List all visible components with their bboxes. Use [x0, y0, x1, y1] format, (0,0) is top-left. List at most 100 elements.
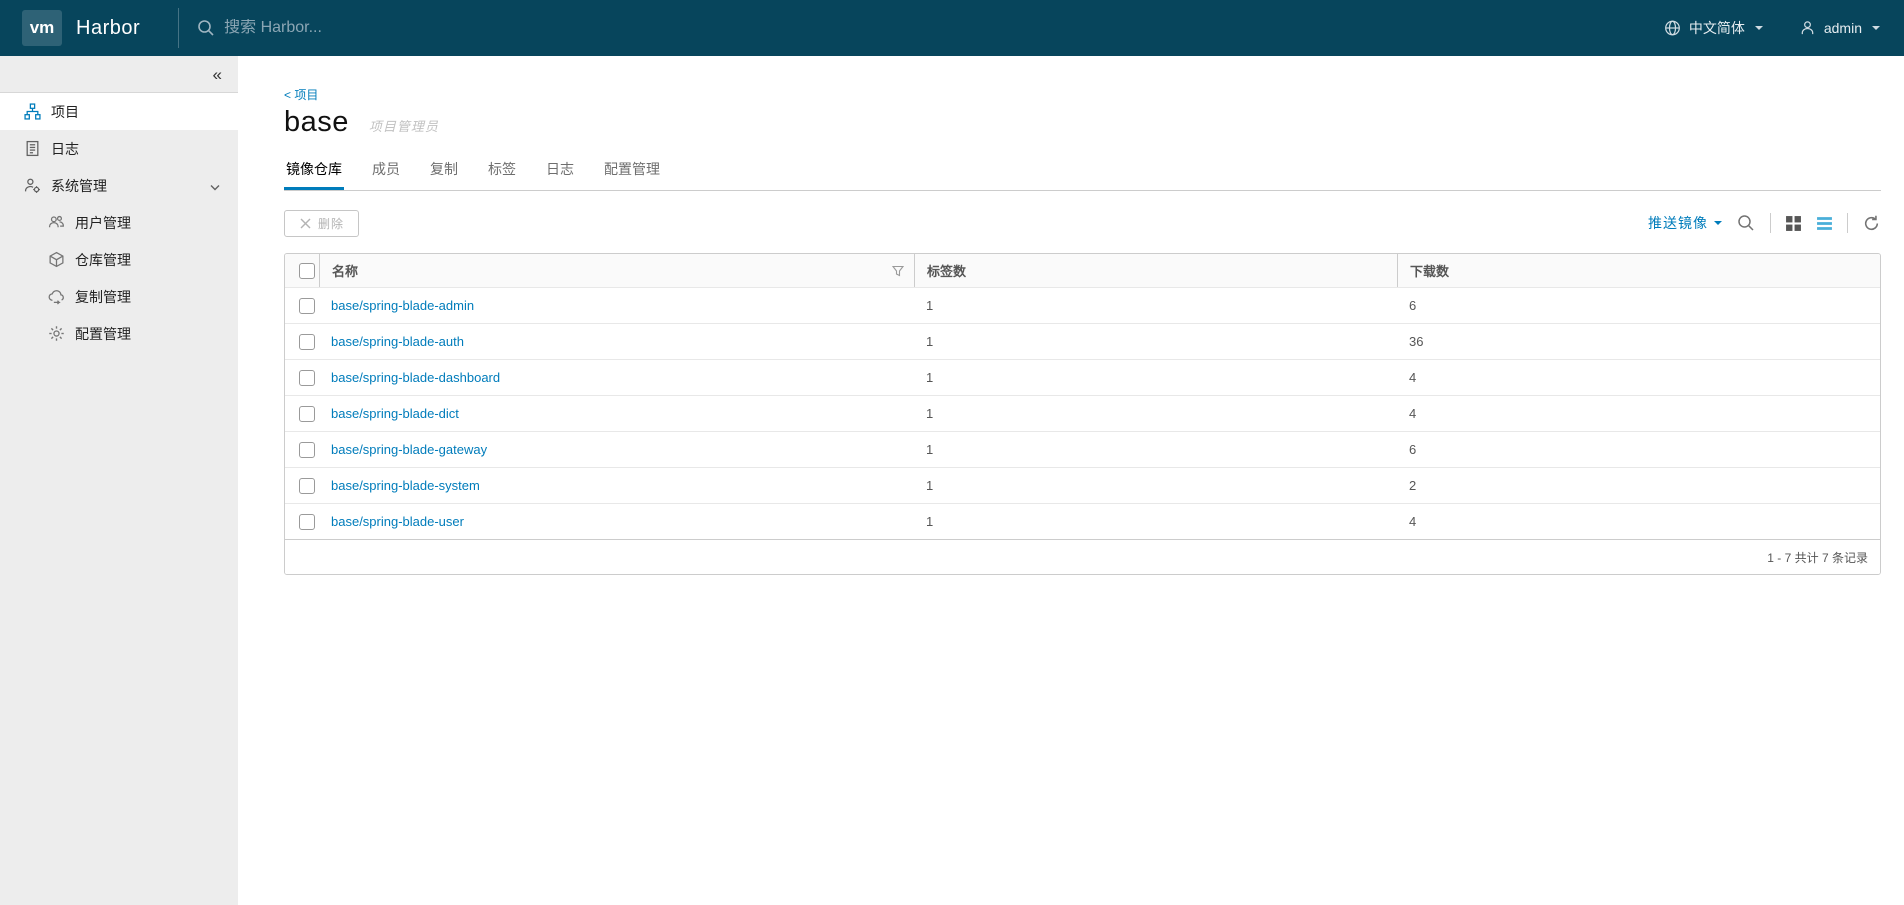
title-row: base 项目管理员: [284, 106, 1881, 139]
search-repositories-icon[interactable]: [1736, 213, 1756, 233]
page-title: base: [284, 106, 349, 138]
header-checkbox-cell: [285, 254, 319, 287]
sidebar-item-label: 用户管理: [75, 214, 131, 231]
sidebar: « 项目 日志 系统管理: [0, 56, 238, 905]
row-checkbox[interactable]: [299, 333, 315, 350]
sidebar-item-user-management[interactable]: 用户管理: [0, 204, 238, 241]
language-selector[interactable]: 中文简体: [1664, 18, 1763, 38]
repository-link[interactable]: base/spring-blade-dashboard: [331, 370, 501, 385]
replication-cloud-icon: [48, 288, 65, 305]
administration-icon: [24, 177, 41, 194]
sidebar-item-projects[interactable]: 项目: [0, 93, 238, 130]
filter-icon[interactable]: [892, 265, 904, 277]
pulls-count: 4: [1409, 370, 1417, 385]
table-row: base/spring-blade-admin 1 6: [285, 287, 1880, 323]
table-row: base/spring-blade-system 1 2: [285, 467, 1880, 503]
column-tags-label: 标签数: [927, 264, 967, 279]
sidebar-item-label: 仓库管理: [75, 251, 131, 268]
column-header-tags: 标签数: [914, 254, 1397, 287]
repository-link[interactable]: base/spring-blade-gateway: [331, 442, 488, 457]
search-input[interactable]: [224, 19, 645, 37]
sidebar-item-label: 项目: [51, 103, 79, 120]
search-icon: [197, 20, 214, 37]
header-divider: [178, 8, 180, 48]
sidebar-item-configuration[interactable]: 配置管理: [0, 315, 238, 352]
sidebar-item-administration[interactable]: 系统管理: [0, 167, 238, 204]
row-checkbox-cell: [285, 477, 319, 494]
row-checkbox[interactable]: [299, 369, 315, 386]
repository-link[interactable]: base/spring-blade-admin: [331, 298, 475, 313]
delete-button[interactable]: 删除: [284, 209, 360, 237]
sidebar-item-registry-management[interactable]: 仓库管理: [0, 241, 238, 278]
repository-link[interactable]: base/spring-blade-auth: [331, 334, 464, 349]
collapse-sidebar-icon[interactable]: «: [212, 64, 222, 84]
chevron-down-icon: [210, 178, 220, 194]
x-icon: [299, 217, 311, 229]
tab-repositories[interactable]: 镜像仓库: [284, 153, 344, 190]
breadcrumb-projects-link[interactable]: < 项目: [284, 88, 319, 102]
row-checkbox-cell: [285, 405, 319, 422]
tab-logs[interactable]: 日志: [546, 161, 574, 177]
global-search: [197, 19, 1664, 37]
column-header-pulls: 下载数: [1397, 254, 1880, 287]
tab-members[interactable]: 成员: [372, 161, 400, 177]
language-label: 中文简体: [1688, 20, 1745, 36]
project-tabs: 镜像仓库 成员 复制 标签 日志 配置管理: [284, 153, 1881, 191]
row-checkbox[interactable]: [299, 477, 315, 494]
tags-count: 1: [926, 478, 934, 493]
toolbar-divider: [1770, 213, 1771, 233]
repository-link[interactable]: base/spring-blade-dict: [331, 406, 459, 421]
row-checkbox-cell: [285, 333, 319, 350]
table-row: base/spring-blade-gateway 1 6: [285, 431, 1880, 467]
row-checkbox-cell: [285, 513, 319, 530]
tags-count: 1: [926, 514, 934, 529]
sidebar-item-label: 配置管理: [75, 325, 131, 342]
main-content: < 项目 base 项目管理员 镜像仓库 成员 复制 标签 日志 配置管理 删除: [238, 56, 1904, 905]
users-icon: [48, 214, 65, 231]
delete-button-label: 删除: [318, 216, 345, 231]
list-view-icon[interactable]: [1816, 215, 1833, 232]
app-title: Harbor: [76, 16, 141, 39]
tags-count: 1: [926, 334, 934, 349]
row-checkbox[interactable]: [299, 405, 315, 422]
repository-link[interactable]: base/spring-blade-system: [331, 478, 480, 493]
row-checkbox-cell: [285, 369, 319, 386]
push-image-dropdown[interactable]: 推送镜像: [1648, 213, 1722, 233]
sidebar-item-label: 日志: [51, 140, 79, 157]
select-all-checkbox[interactable]: [299, 262, 315, 279]
card-view-icon[interactable]: [1785, 215, 1802, 232]
pulls-count: 6: [1409, 442, 1417, 457]
user-menu[interactable]: admin: [1799, 20, 1880, 37]
sidebar-item-replication-management[interactable]: 复制管理: [0, 278, 238, 315]
gear-icon: [48, 325, 65, 342]
sidebar-item-logs[interactable]: 日志: [0, 130, 238, 167]
table-row: base/spring-blade-user 1 4: [285, 503, 1880, 539]
table-row: base/spring-blade-dashboard 1 4: [285, 359, 1880, 395]
tags-count: 1: [926, 370, 934, 385]
role-badge: 项目管理员: [368, 119, 439, 134]
username-label: admin: [1823, 20, 1862, 36]
tab-replication[interactable]: 复制: [430, 161, 458, 177]
table-row: base/spring-blade-auth 1 36: [285, 323, 1880, 359]
vmware-logo[interactable]: vm: [22, 10, 62, 46]
chevron-down-icon: [1754, 26, 1763, 30]
tab-labels[interactable]: 标签: [488, 161, 516, 177]
tab-configuration[interactable]: 配置管理: [604, 161, 660, 177]
header-actions: 中文简体 admin: [1664, 18, 1880, 38]
vmware-logo-text: vm: [29, 18, 55, 37]
column-pulls-label: 下载数: [1410, 264, 1450, 279]
top-header-bar: vm Harbor 中文简体 admin: [0, 0, 1904, 56]
row-checkbox[interactable]: [299, 441, 315, 458]
globe-icon: [1664, 20, 1681, 37]
toolbar-divider: [1847, 213, 1848, 233]
table-header-row: 名称 标签数 下载数: [285, 254, 1880, 287]
toolbar-right: 推送镜像: [1648, 213, 1881, 233]
row-checkbox[interactable]: [299, 297, 315, 314]
refresh-icon[interactable]: [1862, 214, 1881, 233]
repository-link[interactable]: base/spring-blade-user: [331, 514, 464, 529]
pulls-count: 36: [1409, 334, 1424, 349]
sidebar-item-label: 系统管理: [51, 177, 107, 194]
pulls-count: 4: [1409, 406, 1417, 421]
row-checkbox[interactable]: [299, 513, 315, 530]
